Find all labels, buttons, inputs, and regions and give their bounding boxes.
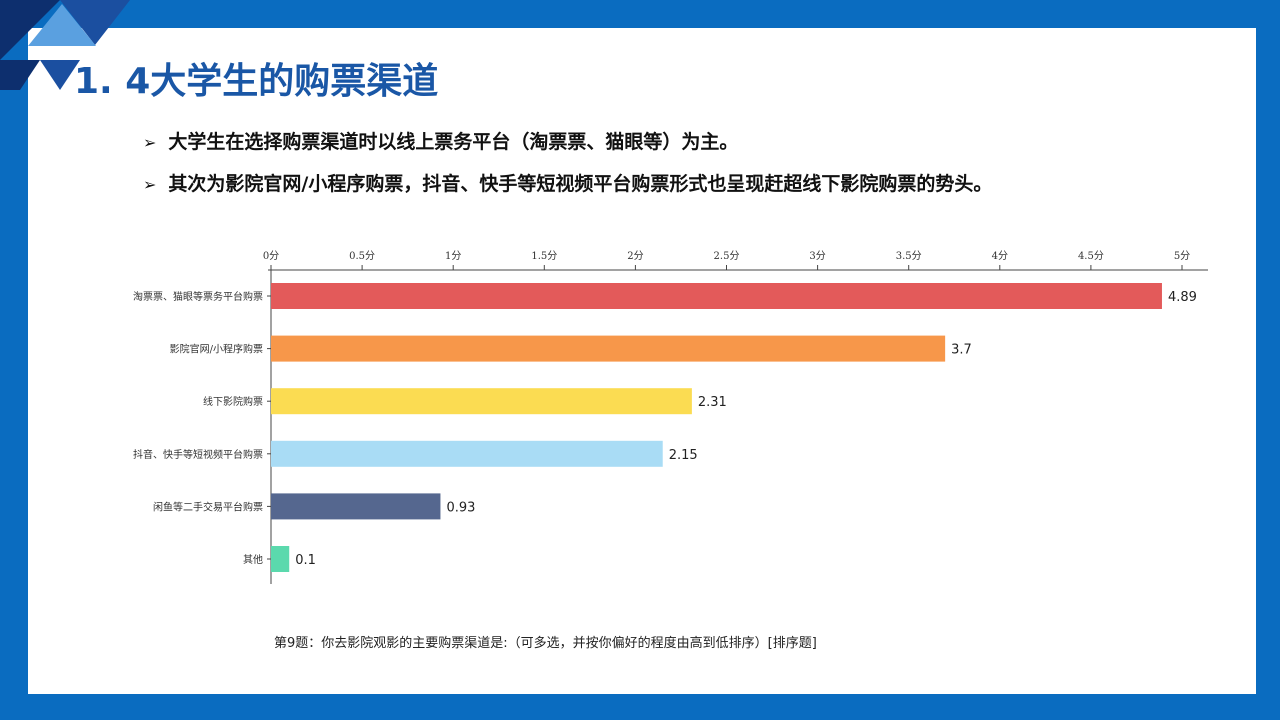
- data-label: 2.15: [669, 448, 698, 463]
- x-tick-label: 0分: [263, 250, 279, 262]
- bar: [271, 335, 946, 362]
- question-caption: 第9题：你去影院观影的主要购票渠道是:（可多选，并按你偏好的程度由高到低排序）[…: [274, 636, 817, 651]
- x-tick-label: 4.5分: [1078, 250, 1104, 262]
- corner-decoration: [0, 0, 130, 90]
- bullet-text: 其次为影院官网/小程序购票，抖音、快手等短视频平台购票形式也呈现赶超线下影院购票…: [168, 173, 993, 195]
- category-label: 抖音、快手等短视频平台购票: [133, 448, 263, 461]
- x-tick-label: 4分: [992, 250, 1008, 262]
- bar: [271, 546, 290, 572]
- x-tick-label: 2.5分: [714, 250, 740, 262]
- x-tick-label: 3.5分: [896, 250, 922, 262]
- data-label: 4.89: [1168, 290, 1197, 305]
- bullet-text: 大学生在选择购票渠道时以线上票务平台（淘票票、猫眼等）为主。: [168, 131, 739, 153]
- category-label: 闲鱼等二手交易平台购票: [153, 500, 263, 513]
- bar: [271, 493, 441, 520]
- bar: [271, 440, 663, 467]
- category-label: 淘票票、猫眼等票务平台购票: [133, 290, 263, 303]
- bar: [271, 388, 692, 415]
- slide-title: 1. 4大学生的购票渠道: [74, 61, 439, 102]
- bar: [271, 283, 1162, 309]
- x-tick-label: 3分: [809, 250, 825, 262]
- category-label: 线下影院购票: [203, 395, 263, 408]
- data-label: 0.93: [446, 500, 475, 515]
- data-label: 3.7: [951, 343, 972, 358]
- bullet-arrow-icon: ➢: [143, 175, 157, 194]
- x-tick-label: 0.5分: [349, 250, 375, 262]
- bullet-item: ➢ 大学生在选择购票渠道时以线上票务平台（淘票票、猫眼等）为主。: [143, 132, 992, 153]
- category-label: 影院官网/小程序购票: [170, 343, 263, 356]
- x-tick-label: 1分: [445, 250, 461, 262]
- bullet-item: ➢ 其次为影院官网/小程序购票，抖音、快手等短视频平台购票形式也呈现赶超线下影院…: [143, 174, 992, 195]
- bullet-list: ➢ 大学生在选择购票渠道时以线上票务平台（淘票票、猫眼等）为主。 ➢ 其次为影院…: [143, 132, 992, 216]
- x-tick-label: 2分: [627, 250, 643, 262]
- x-tick-label: 5分: [1174, 250, 1190, 262]
- bullet-arrow-icon: ➢: [143, 133, 157, 152]
- x-tick-label: 1.5分: [531, 250, 557, 262]
- data-label: 0.1: [295, 553, 316, 568]
- data-label: 2.31: [698, 395, 727, 410]
- category-label: 其他: [243, 553, 263, 566]
